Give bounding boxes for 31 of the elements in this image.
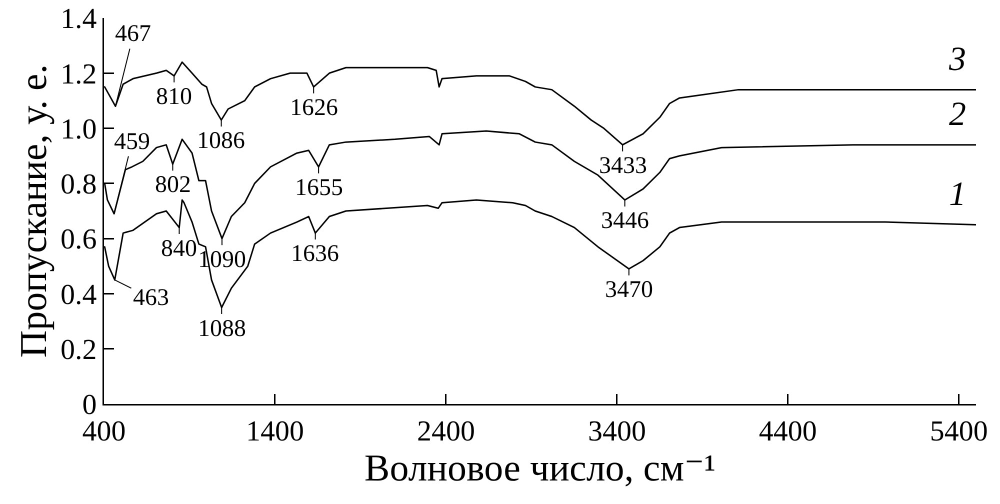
- y-tick-label: 0.8: [60, 168, 97, 201]
- series-label: 1: [949, 176, 966, 213]
- x-tick-label: 1400: [246, 415, 304, 448]
- annotation: 467: [115, 21, 151, 47]
- x-tick-label: 4400: [758, 415, 817, 448]
- x-axis-title: Волновое число, см⁻¹: [364, 447, 716, 490]
- annotation: 802: [155, 172, 191, 198]
- annotation: 840: [161, 236, 197, 262]
- y-axis-title: Пропускание, у. е.: [12, 64, 55, 358]
- annotation: 3446: [601, 208, 649, 234]
- x-tick-label: 5400: [930, 415, 988, 448]
- y-tick-label: 1.4: [60, 3, 98, 36]
- x-tick-label: 2400: [416, 415, 475, 448]
- y-tick-label: 0.4: [60, 278, 98, 311]
- y-tick-label: 1.2: [60, 58, 97, 90]
- y-tick-label: 0.6: [60, 224, 97, 256]
- annotation: 459: [114, 129, 150, 155]
- annotation: 3433: [599, 153, 647, 179]
- annotation: 1655: [295, 175, 343, 201]
- series-label: 3: [948, 41, 966, 78]
- annotation: 463: [133, 285, 169, 311]
- y-tick-label: 0.2: [60, 334, 97, 366]
- x-tick-label: 3400: [588, 415, 646, 448]
- annotation: 3470: [605, 277, 653, 303]
- series-label: 2: [949, 96, 966, 133]
- y-tick-label: 1.0: [60, 113, 97, 146]
- annotation: 1086: [197, 128, 245, 154]
- annotation: 1626: [290, 95, 338, 121]
- annotation: 1636: [291, 241, 339, 267]
- annotation: 1088: [198, 316, 246, 342]
- annotation: 810: [156, 84, 192, 110]
